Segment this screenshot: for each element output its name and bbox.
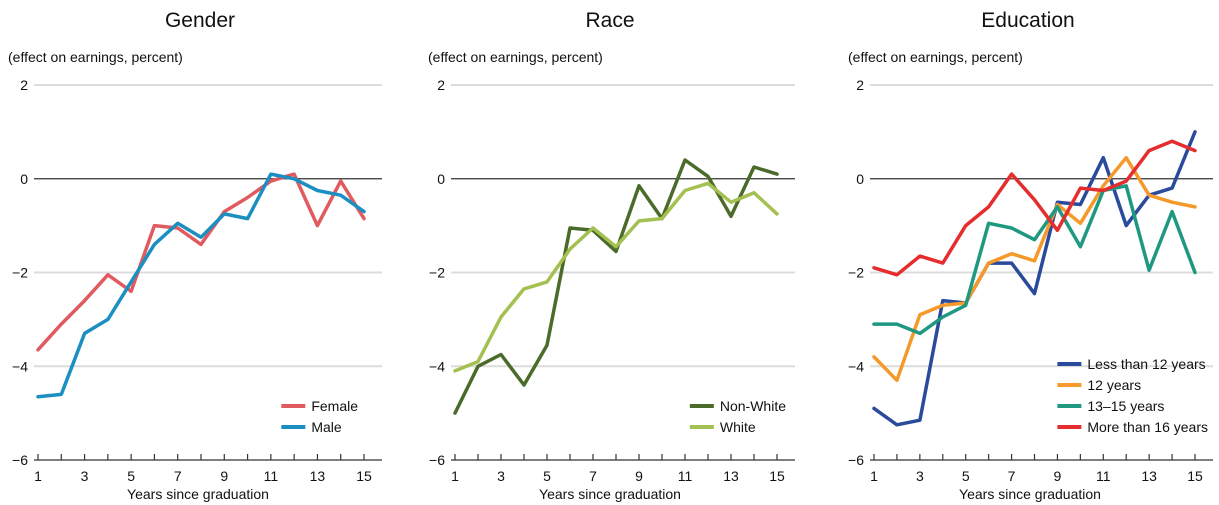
y-tick-label: −2	[848, 265, 864, 281]
x-axis-label: Years since graduation	[127, 486, 269, 502]
series-line	[872, 130, 1197, 427]
panel-gender: Gender (effect on earnings, percent) Yea…	[8, 9, 382, 502]
series-line	[453, 181, 779, 373]
x-tick-label: 1	[451, 468, 459, 484]
y-tick-label: 0	[856, 171, 864, 187]
x-tick-label: 7	[174, 468, 182, 484]
panel-title: Race	[585, 9, 634, 32]
series-line	[36, 172, 366, 352]
y-tick-label: −2	[429, 265, 445, 281]
legend: Female Male	[281, 398, 358, 435]
panel-education: Education (effect on earnings, percent) …	[848, 9, 1213, 502]
x-tick-label: 3	[916, 468, 924, 484]
panel-subtitle: (effect on earnings, percent)	[848, 49, 1023, 65]
x-tick-label: 15	[769, 468, 785, 484]
panel-title: Education	[981, 9, 1074, 32]
y-tick-label: −4	[12, 358, 28, 374]
panel-race: Race (effect on earnings, percent) Years…	[428, 9, 795, 502]
series-line	[872, 184, 1197, 336]
x-tick-label: 13	[1141, 468, 1157, 484]
legend-label: Less than 12 years	[1087, 356, 1205, 372]
x-tick-label: 7	[589, 468, 597, 484]
x-tick-label: 5	[543, 468, 551, 484]
series-line	[872, 155, 1197, 383]
legend-label: Non-White	[720, 398, 786, 414]
series-line	[36, 172, 366, 399]
x-tick-label: 7	[1008, 468, 1016, 484]
legend-label: More than 16 years	[1087, 419, 1208, 435]
x-tick-label: 15	[1187, 468, 1203, 484]
x-axis-label: Years since graduation	[539, 486, 681, 502]
y-tick-label: −6	[12, 452, 28, 468]
y-tick-label: 2	[20, 77, 28, 93]
panel-title: Gender	[165, 9, 235, 32]
legend-label: 13–15 years	[1087, 398, 1164, 414]
x-axis-label: Years since graduation	[959, 486, 1101, 502]
x-tick-label: 11	[678, 468, 693, 484]
y-tick-label: −4	[429, 358, 445, 374]
legend: Less than 12 years 12 years 13–15 years Mor…	[1057, 356, 1208, 435]
legend: Non-White White	[689, 398, 786, 435]
series-line	[453, 158, 779, 415]
x-tick-label: 13	[723, 468, 739, 484]
x-tick-label: 1	[34, 468, 42, 484]
series-line	[872, 139, 1197, 277]
y-tick-label: 2	[437, 77, 445, 93]
y-tick-label: 0	[20, 171, 28, 187]
y-tick-label: 2	[856, 77, 864, 93]
panel-subtitle: (effect on earnings, percent)	[428, 49, 603, 65]
x-tick-label: 9	[1054, 468, 1062, 484]
y-tick-label: −2	[12, 265, 28, 281]
x-tick-label: 3	[81, 468, 89, 484]
y-tick-label: −6	[429, 452, 445, 468]
y-tick-label: −6	[848, 452, 864, 468]
x-tick-label: 1	[870, 468, 878, 484]
x-tick-label: 11	[1096, 468, 1111, 484]
legend-label: 12 years	[1087, 377, 1141, 393]
x-tick-label: 5	[127, 468, 135, 484]
x-tick-label: 3	[497, 468, 505, 484]
legend-label: Male	[311, 419, 342, 435]
x-tick-label: 15	[356, 468, 372, 484]
x-tick-label: 5	[962, 468, 970, 484]
legend-label: Female	[311, 398, 358, 414]
x-tick-label: 13	[310, 468, 326, 484]
y-tick-label: 0	[437, 171, 445, 187]
x-tick-label: 11	[264, 468, 279, 484]
legend-label: White	[720, 419, 756, 435]
panel-subtitle: (effect on earnings, percent)	[8, 49, 183, 65]
x-tick-label: 9	[635, 468, 643, 484]
y-tick-label: −4	[848, 358, 864, 374]
x-tick-label: 9	[220, 468, 228, 484]
